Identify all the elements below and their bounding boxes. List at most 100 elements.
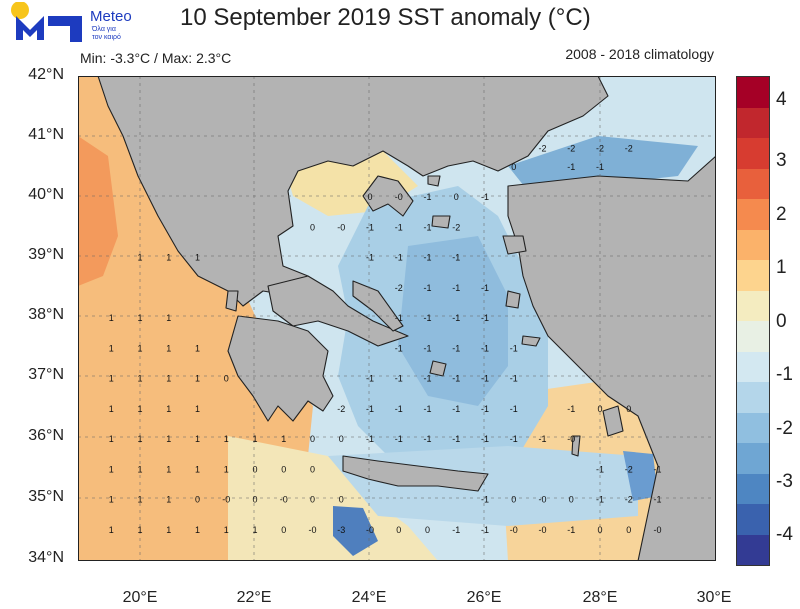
colorbar-label-2: 2: [776, 204, 787, 225]
anomaly-value-label: -1: [481, 374, 489, 384]
climatology-label: 2008 - 2018 climatology: [565, 46, 714, 62]
colorbar-swatch: [737, 351, 769, 382]
anomaly-value-label: 1: [224, 464, 229, 474]
anomaly-value-label: -1: [452, 253, 460, 263]
anomaly-value-label: -1: [366, 253, 374, 263]
anomaly-value-label: 1: [195, 253, 200, 263]
lat-label-34: 34°N: [28, 549, 64, 566]
kefalonia-island: [225, 290, 239, 312]
anomaly-value-label: -1: [423, 253, 431, 263]
anomaly-value-label: -2: [538, 144, 546, 154]
anomaly-value-label: 0: [569, 495, 574, 505]
lat-label-39: 39°N: [28, 246, 64, 263]
min-max-label: Min: -3.3°C / Max: 2.3°C: [80, 50, 232, 66]
colorbar-label-0: 0: [776, 311, 787, 332]
lat-label-41: 41°N: [28, 126, 64, 143]
anomaly-value-label: 1: [109, 495, 114, 505]
anomaly-value-label: -1: [452, 374, 460, 384]
anomaly-value-label: 1: [109, 464, 114, 474]
chios-island: [505, 290, 521, 309]
anomaly-value-label: 0: [367, 192, 372, 202]
anomaly-value-label: -1: [567, 162, 575, 172]
map-frame: [78, 76, 716, 561]
anomaly-value-label: -0: [280, 495, 288, 505]
colorbar-swatch: [737, 107, 769, 138]
anomaly-value-label: 1: [166, 464, 171, 474]
anomaly-value-label: -1: [567, 525, 575, 535]
anomaly-value-label: -1: [481, 192, 489, 202]
anomaly-value-label: 1: [137, 313, 142, 323]
anomaly-value-label: 1: [109, 343, 114, 353]
lesvos-island: [502, 235, 527, 255]
anomaly-value-label: -1: [395, 343, 403, 353]
anomaly-value-label: -1: [423, 343, 431, 353]
anomaly-value-label: -1: [366, 434, 374, 444]
colorbar-label-minus-2: -2: [776, 418, 793, 439]
anomaly-value-label: -0: [538, 495, 546, 505]
anomaly-value-label: -2: [395, 283, 403, 293]
anomaly-value-label: -1: [452, 283, 460, 293]
anomaly-value-label: 1: [166, 495, 171, 505]
anomaly-value-label: -1: [538, 434, 546, 444]
logo-tagline-2: τον καιρό: [92, 34, 121, 41]
lat-label-36: 36°N: [28, 427, 64, 444]
anomaly-value-label: 0: [597, 525, 602, 535]
anomaly-value-label: -2: [337, 404, 345, 414]
anomaly-value-label: -0: [567, 434, 575, 444]
colorbar-swatch: [737, 321, 769, 352]
anomaly-value-label: 1: [166, 343, 171, 353]
anomaly-value-label: 1: [109, 525, 114, 535]
anomaly-value-label: -2: [567, 144, 575, 154]
anomaly-value-label: 1: [166, 434, 171, 444]
neutral-band-south: [228, 436, 438, 561]
colorbar-swatch: [737, 534, 769, 565]
anomaly-value-label: -3: [337, 525, 345, 535]
anomaly-value-label: -0: [222, 495, 230, 505]
colorbar-label-minus-4: -4: [776, 524, 793, 545]
anomaly-value-label: 1: [109, 404, 114, 414]
anomaly-value-label: -1: [423, 222, 431, 232]
limnos-island: [431, 215, 451, 229]
lat-label-42: 42°N: [28, 66, 64, 83]
colorbar-label-4: 4: [776, 89, 787, 110]
lon-label-24: 24°E: [351, 589, 387, 606]
anomaly-value-label: -1: [596, 464, 604, 474]
anomaly-value-label: -1: [423, 283, 431, 293]
anomaly-value-label: -1: [510, 343, 518, 353]
anomaly-value-label: -1: [366, 222, 374, 232]
anomaly-value-label: 1: [195, 525, 200, 535]
cool-marmara: [508, 136, 698, 191]
anomaly-value-label: 0: [396, 525, 401, 535]
anomaly-value-label: -1: [423, 404, 431, 414]
anomaly-value-label: 1: [137, 343, 142, 353]
anomaly-value-label: 1: [195, 404, 200, 414]
balkan-mainland: [97, 76, 609, 307]
anomaly-value-label: -1: [596, 495, 604, 505]
anomaly-value-label: 0: [626, 525, 631, 535]
sst-anomaly-map: 1 1 1 1 1 1 1 1 1 1 1 1 1 1 0 1 1 1 1 1 1 1 1 1 1 1 1 1 1 1 1 0 0 0 1 1 1 0 -0…: [78, 76, 716, 561]
anomaly-value-label: -0: [653, 525, 661, 535]
anomaly-value-label: 1: [166, 313, 171, 323]
colorbar-swatch: [737, 473, 769, 504]
anomaly-value-label: -1: [423, 192, 431, 202]
map-title: 10 September 2019 SST anomaly (°C): [180, 4, 591, 31]
anomaly-value-label: 0: [511, 495, 516, 505]
anomaly-value-label: -0: [510, 525, 518, 535]
anomaly-value-label: -1: [395, 404, 403, 414]
anomaly-value-label: 1: [137, 525, 142, 535]
anomaly-value-label: 0: [454, 192, 459, 202]
anomaly-value-label: 0: [224, 374, 229, 384]
anomaly-value-label: 1: [252, 525, 257, 535]
anomaly-value-label: -0: [538, 525, 546, 535]
anomaly-value-label: -1: [395, 374, 403, 384]
colorbar-swatch: [737, 168, 769, 199]
colorbar-swatch: [737, 260, 769, 291]
anomaly-value-label: 1: [195, 434, 200, 444]
cold-spot-southwest: [333, 506, 378, 556]
colorbar-swatch: [737, 443, 769, 474]
anomaly-value-label: -0: [366, 525, 374, 535]
colorbar-swatch: [737, 412, 769, 443]
anomaly-value-label: -1: [423, 313, 431, 323]
anomaly-value-label: -2: [625, 464, 633, 474]
anomaly-value-label: -2: [625, 144, 633, 154]
